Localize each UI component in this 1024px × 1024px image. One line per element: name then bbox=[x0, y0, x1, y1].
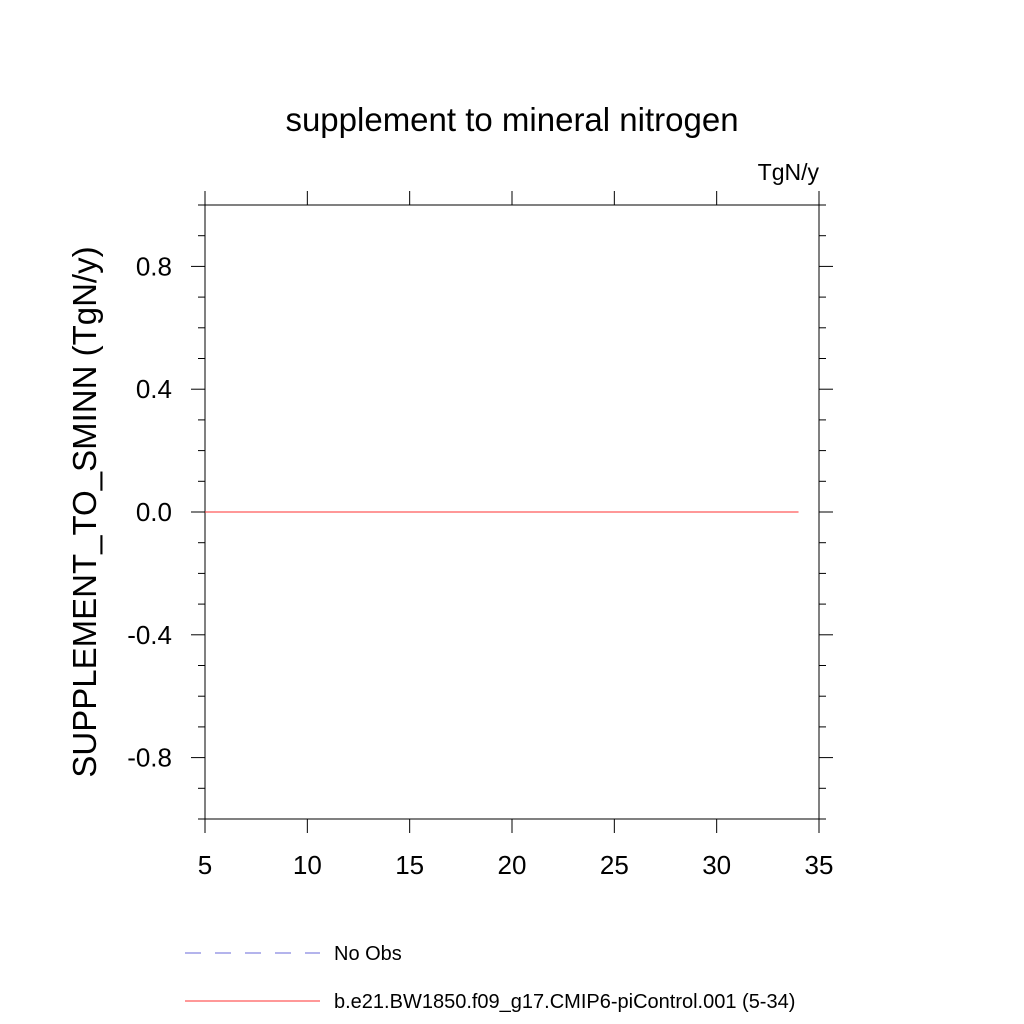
units-label: TgN/y bbox=[758, 159, 820, 185]
y-tick-label: 0.0 bbox=[136, 497, 172, 527]
x-tick-label: 35 bbox=[805, 850, 834, 880]
legend: No Obs b.e21.BW1850.f09_g17.CMIP6-piContr… bbox=[185, 943, 795, 1013]
x-tick-label: 30 bbox=[702, 850, 731, 880]
x-tick-label: 25 bbox=[600, 850, 629, 880]
y-tick-label: 0.8 bbox=[136, 251, 172, 281]
y-tick-label: -0.8 bbox=[127, 743, 172, 773]
chart-title: supplement to mineral nitrogen bbox=[285, 101, 738, 138]
y-tick-label: 0.4 bbox=[136, 374, 172, 404]
x-tick-label: 15 bbox=[395, 850, 424, 880]
y-axis-label: SUPPLEMENT_TO_SMINN (TgN/y) bbox=[66, 246, 103, 777]
x-tick-label: 20 bbox=[498, 850, 527, 880]
legend-label-0: No Obs bbox=[334, 943, 402, 965]
x-tick-label: 5 bbox=[198, 850, 212, 880]
x-tick-label: 10 bbox=[293, 850, 322, 880]
legend-label-1: b.e21.BW1850.f09_g17.CMIP6-piControl.001… bbox=[334, 991, 795, 1013]
y-tick-label: -0.4 bbox=[127, 620, 172, 650]
plot-area: 5 10 15 20 25 30 35 0.8 0.4 0.0 -0.4 -0.8 bbox=[127, 191, 833, 880]
